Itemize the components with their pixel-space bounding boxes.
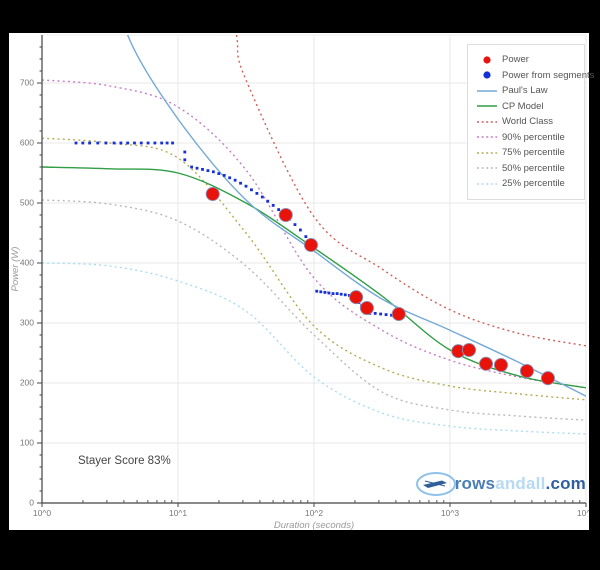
- svg-text:10^2: 10^2: [305, 508, 323, 518]
- logo-text-andall: andall: [495, 474, 546, 493]
- logo-text-rows: rows: [454, 474, 496, 493]
- chart-legend: Power Power from segments Paul's Law CP Mod…: [467, 44, 594, 200]
- legend-item-label: 50% percentile: [502, 162, 565, 174]
- legend-item-label: 25% percentile: [502, 178, 565, 190]
- legend-marker-icon: [472, 101, 502, 111]
- logo-text-com: .com: [545, 474, 586, 493]
- rowsandall-logo[interactable]: rows andall .com: [415, 470, 586, 498]
- legend-marker-icon: [472, 179, 502, 189]
- stayer-score-label: Stayer Score 83%: [78, 455, 171, 467]
- svg-text:400: 400: [20, 258, 34, 268]
- rowsandall-boat-icon: [415, 472, 456, 496]
- x-axis-title: Duration (seconds): [274, 520, 354, 530]
- legend-item-power[interactable]: Power: [472, 52, 578, 68]
- legend-marker-icon: [472, 55, 502, 65]
- legend-item-75-percentile[interactable]: 75% percentile: [472, 145, 578, 161]
- svg-text:500: 500: [20, 198, 34, 208]
- legend-item-power-from-segments[interactable]: Power from segments: [472, 68, 594, 84]
- legend-item-cp-model[interactable]: CP Model: [472, 99, 578, 115]
- svg-text:10^4: 10^4: [577, 508, 589, 518]
- svg-text:0: 0: [29, 498, 34, 508]
- svg-text:300: 300: [20, 318, 34, 328]
- legend-item-25-percentile[interactable]: 25% percentile: [472, 176, 578, 192]
- svg-text:200: 200: [20, 378, 34, 388]
- legend-item-50-percentile[interactable]: 50% percentile: [472, 161, 578, 177]
- legend-item-world-class[interactable]: World Class: [472, 114, 578, 130]
- legend-item-label: Power from segments: [502, 69, 595, 81]
- legend-item-label: CP Model: [502, 100, 544, 112]
- legend-marker-icon: [472, 148, 502, 158]
- svg-text:10^3: 10^3: [441, 508, 459, 518]
- legend-marker-icon: [472, 86, 502, 96]
- y-axis-title: Power (W): [10, 247, 21, 292]
- svg-text:600: 600: [20, 138, 34, 148]
- chart-panel: 0 100 200 300 400 500 600 700 10^0 10^1 10^2 10^3 10…: [9, 33, 594, 530]
- legend-item-label: Paul's Law: [502, 85, 548, 97]
- svg-text:10^0: 10^0: [33, 508, 51, 518]
- legend-item-label: Power: [502, 54, 529, 66]
- legend-item-label: 90% percentile: [502, 131, 565, 143]
- legend-item-90-percentile[interactable]: 90% percentile: [472, 130, 578, 146]
- legend-item-paul-s-law[interactable]: Paul's Law: [472, 83, 578, 99]
- legend-marker-icon: [472, 70, 502, 80]
- svg-text:100: 100: [20, 438, 34, 448]
- legend-marker-icon: [472, 132, 502, 142]
- legend-item-label: World Class: [502, 116, 554, 128]
- legend-marker-icon: [472, 163, 502, 173]
- svg-text:10^1: 10^1: [169, 508, 187, 518]
- legend-item-label: 75% percentile: [502, 147, 565, 159]
- svg-text:700: 700: [20, 78, 34, 88]
- legend-marker-icon: [472, 117, 502, 127]
- power-duration-chart[interactable]: 0 100 200 300 400 500 600 700 10^0 10^1 10^2 10^3 10…: [9, 33, 589, 530]
